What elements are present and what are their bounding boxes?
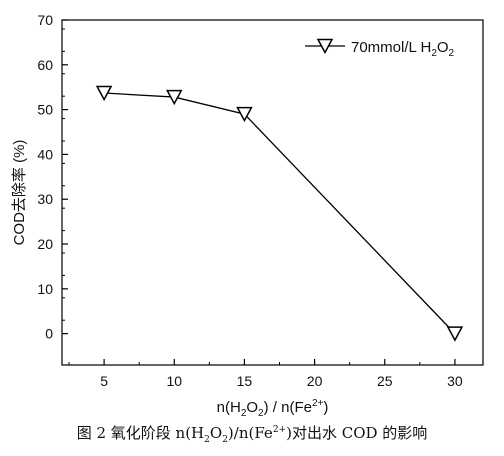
y-axis-title: COD去除率 (%) [11,140,28,246]
data-point [446,326,464,342]
y-tick-label: 50 [37,102,53,118]
series-group [95,85,464,342]
legend-marker [316,38,334,55]
x-axis-title: n(H2O2) / n(Fe2+) [217,398,329,419]
y-tick-label: 70 [37,12,53,28]
x-tick-label: 5 [100,373,108,389]
y-tick-label: 0 [45,326,53,342]
axis-titles: COD去除率 (%) n(H2O2) / n(Fe2+) [11,140,328,419]
data-point [236,106,253,123]
y-tick-label: 10 [37,281,53,297]
chart: 0 10 20 30 40 50 60 70 5 10 15 20 25 30 70mmol/L H2O2… [11,12,484,419]
y-tick-label: 20 [37,236,53,252]
x-tick-label: 25 [377,373,393,389]
x-tick-label: 20 [307,373,323,389]
axes-frame [61,19,484,366]
plot-frame [61,19,484,366]
legend: 70mmol/L H2O2 [305,38,455,59]
y-tick-label: 30 [37,191,53,207]
series-line [104,92,456,335]
figure-caption: 图 2 氧化阶段 n(H2O2)/n(Fe2+)对出水 COD 的影响 [76,424,428,445]
data-point [95,85,113,102]
y-tick-label: 40 [37,146,53,162]
x-tick-label: 15 [237,373,253,389]
x-tick-label: 10 [166,373,182,389]
x-tick-label: 30 [447,373,463,389]
data-point [166,89,183,106]
y-tick-label: 60 [37,57,53,73]
legend-label: 70mmol/L H2O2 [351,39,455,59]
ticks-group: 0 10 20 30 40 50 60 70 5 10 15 20 25 30 [37,12,463,389]
